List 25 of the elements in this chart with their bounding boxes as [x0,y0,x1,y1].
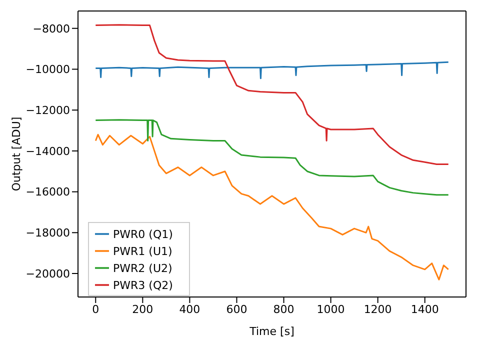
x-tick-label: 400 [179,302,200,316]
x-tick-label: 1000 [316,302,345,316]
x-tick-label: 200 [132,302,154,316]
line-series [94,24,450,165]
x-tick-label: 1400 [410,302,439,316]
y-tick-label: −12000 [26,104,70,117]
legend-label: PWR0 (Q1) [113,228,173,241]
x-tick-label: 800 [273,302,294,316]
line-series [94,119,450,196]
legend-label: PWR2 (U2) [113,262,172,275]
x-tick-label: 0 [92,302,100,316]
x-tick-label: 1200 [364,302,392,316]
y-axis-title: Output [ADU] [10,116,23,192]
y-tick-label: −16000 [26,186,70,199]
y-tick-label: −14000 [26,144,70,158]
legend-label: PWR3 (Q2) [113,279,173,292]
y-tick-label: −8000 [32,22,70,36]
legend-label: PWR1 (U1) [113,245,172,258]
y-tick-label: −20000 [26,267,70,280]
y-tick-label: −10000 [26,63,70,76]
x-axis-title: Time [s] [248,325,294,338]
y-tick-label: −18000 [26,226,70,240]
line-series [94,134,450,280]
x-tick-label: 600 [226,302,248,316]
line-series [94,61,450,80]
